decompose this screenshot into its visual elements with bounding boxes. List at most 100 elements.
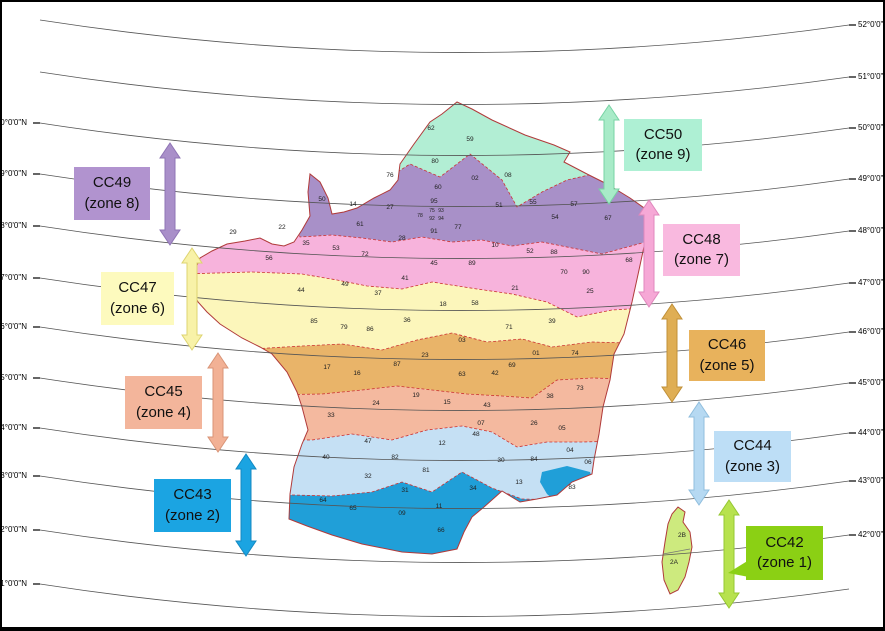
latitude-label-right: 47°0'0"N	[858, 278, 884, 287]
latitude-label-right: 43°0'0"N	[858, 476, 884, 485]
zone-band-cc46	[192, 333, 652, 398]
latitude-label-left: 48°0'0"N	[0, 221, 27, 230]
latitude-label-left: 49°0'0"N	[0, 169, 27, 178]
zone-code: CC49	[92, 174, 132, 192]
zone-band-cc47	[192, 272, 652, 350]
department-number-43: 43	[483, 402, 491, 409]
department-number-92: 92	[429, 216, 435, 222]
zone-callout-cc43: CC43 (zone 2)	[154, 479, 231, 532]
department-number-55: 55	[529, 199, 537, 206]
france-coastline	[191, 101, 653, 555]
department-number-44: 44	[297, 287, 305, 294]
department-number-10: 10	[491, 242, 499, 249]
department-number-14: 14	[349, 201, 357, 208]
zone-extent-arrow-cc47	[181, 247, 203, 351]
department-number-65: 65	[349, 505, 357, 512]
department-number-13: 13	[515, 479, 523, 486]
department-number-50: 50	[318, 196, 326, 203]
department-number-36: 36	[403, 317, 411, 324]
latitude-label-left: 47°0'0"N	[0, 273, 27, 282]
zone-label: (zone 6)	[109, 299, 166, 317]
department-number-51: 51	[495, 202, 503, 209]
corsica-island	[661, 506, 693, 595]
department-number-05: 05	[558, 425, 566, 432]
department-number-48: 48	[472, 431, 480, 438]
department-number-66: 66	[437, 527, 445, 534]
department-number-2B: 2B	[678, 532, 686, 539]
department-number-32: 32	[364, 473, 372, 480]
latitude-line-49	[39, 173, 850, 207]
department-number-88: 88	[550, 249, 558, 256]
zone-code: CC47	[118, 279, 157, 297]
department-number-53: 53	[332, 245, 340, 252]
department-number-77: 77	[454, 224, 462, 231]
department-number-39: 39	[548, 318, 556, 325]
zone-code: CC44	[733, 437, 772, 455]
department-number-93: 93	[438, 208, 444, 214]
department-number-78: 78	[417, 213, 423, 219]
department-number-26: 26	[530, 420, 538, 427]
zone-callout-cc46: CC46 (zone 5)	[689, 330, 765, 381]
zone-label: (zone 4)	[135, 403, 192, 421]
zone-label: (zone 2)	[164, 506, 221, 524]
department-number-09: 09	[398, 510, 406, 517]
department-number-87: 87	[393, 361, 401, 368]
department-number-12: 12	[438, 440, 446, 447]
zone-callout-cc47: CC47 (zone 6)	[101, 272, 174, 325]
department-number-33: 33	[327, 412, 335, 419]
zone-code: CC46	[707, 336, 747, 354]
department-number-81: 81	[422, 467, 430, 474]
zone-callout-cc50: CC50 (zone 9)	[624, 119, 702, 171]
department-number-45: 45	[430, 260, 438, 267]
department-number-28: 28	[398, 235, 406, 242]
zone-band-cc48	[192, 207, 652, 317]
latitude-label-left: 46°0'0"N	[0, 322, 27, 331]
latitude-line-52	[39, 19, 850, 53]
zone-band-var-pocket	[540, 466, 594, 505]
department-number-80: 80	[431, 158, 439, 165]
department-number-42: 42	[491, 370, 499, 377]
department-number-60: 60	[434, 184, 442, 191]
department-number-59: 59	[466, 136, 474, 143]
department-number-19: 19	[412, 392, 420, 399]
zone-extent-arrow-cc45	[207, 352, 229, 453]
department-number-91: 91	[430, 228, 438, 235]
zone-extent-arrow-cc44	[688, 401, 710, 506]
zone-label: (zone 3)	[724, 457, 781, 475]
department-number-35: 35	[302, 240, 310, 247]
zone-extent-arrow-cc42	[718, 499, 740, 609]
department-number-64: 64	[319, 497, 327, 504]
department-number-37: 37	[374, 290, 382, 297]
department-number-06: 06	[584, 459, 592, 466]
zone-label: (zone 8)	[84, 194, 140, 212]
zone-code: CC48	[682, 230, 721, 248]
department-number-56: 56	[265, 255, 273, 262]
latitude-label-left: 43°0'0"N	[0, 471, 27, 480]
latitude-label-left: 41°0'0"N	[0, 579, 27, 588]
department-number-70: 70	[560, 269, 568, 276]
department-number-40: 40	[322, 454, 330, 461]
department-number-29: 29	[229, 229, 237, 236]
zone-extent-arrow-cc50	[598, 104, 620, 205]
zone-label: (zone 1)	[756, 554, 813, 571]
department-number-63: 63	[458, 371, 466, 378]
department-number-02: 02	[471, 175, 479, 182]
department-number-71: 71	[505, 324, 513, 331]
zone-callout-cc45: CC45 (zone 4)	[125, 376, 202, 429]
department-number-54: 54	[551, 214, 559, 221]
latitude-label-right: 52°0'0"N	[858, 20, 884, 29]
department-number-07: 07	[477, 420, 485, 427]
department-number-18: 18	[439, 301, 447, 308]
department-number-08: 08	[504, 172, 512, 179]
latitude-label-right: 48°0'0"N	[858, 226, 884, 235]
department-number-69: 69	[508, 362, 516, 369]
department-number-17: 17	[323, 364, 331, 371]
zone-label: (zone 9)	[635, 146, 691, 163]
department-number-75: 75	[429, 208, 435, 214]
department-number-21: 21	[511, 285, 519, 292]
department-number-95: 95	[430, 198, 438, 205]
department-number-30: 30	[497, 457, 505, 464]
latitude-label-right: 51°0'0"N	[858, 72, 884, 81]
department-number-23: 23	[421, 352, 429, 359]
zone-border-line	[192, 377, 652, 399]
